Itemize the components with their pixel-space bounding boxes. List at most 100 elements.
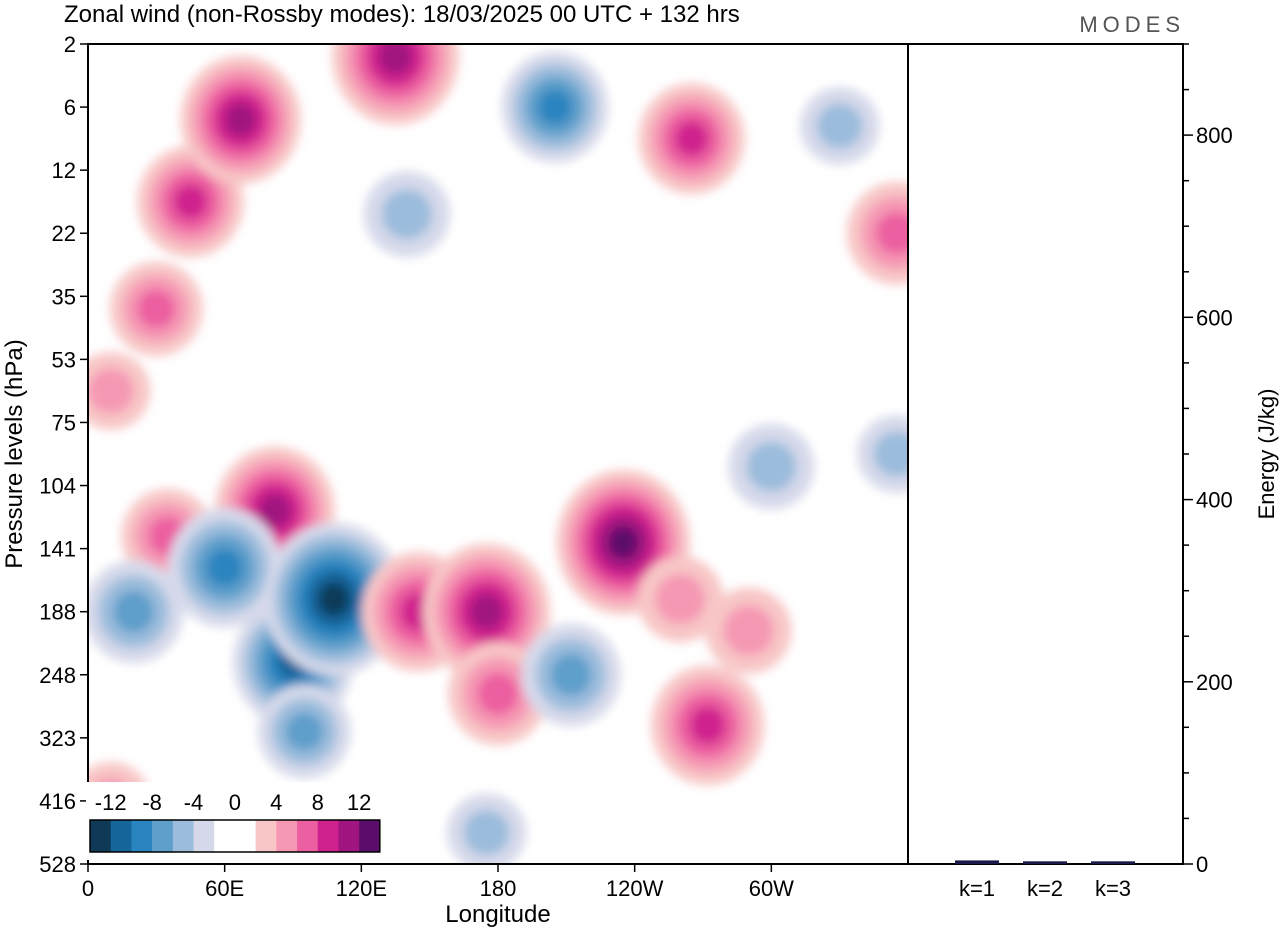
wind-contour-3-4: [379, 44, 412, 75]
energy-category-label: k=1: [959, 876, 995, 901]
x-tick-label: 120W: [606, 876, 664, 901]
heatmap-field: [88, 44, 908, 864]
wind-anomaly-13: [168, 507, 282, 628]
wind-contour-6-3: [674, 120, 709, 157]
colorbar-swatch: [276, 820, 298, 852]
energy-bars: [955, 860, 1135, 864]
colorbar-label: 12: [347, 790, 371, 815]
y-tick-label: 53: [52, 347, 76, 372]
y-tick-label: 6: [64, 95, 76, 120]
wind-contour-9-1: [88, 368, 134, 414]
energy-tick-label: 0: [1196, 852, 1208, 877]
wind-anomaly-17: [258, 684, 351, 779]
wind-anomaly-19: [423, 543, 550, 680]
wind-anomaly-23: [651, 665, 765, 785]
energy-bar-k=2: [1023, 861, 1067, 864]
wind-anomaly-1: [109, 261, 203, 357]
colorbar-label: 8: [312, 790, 324, 815]
energy-axis-label: Energy (J/kg): [1254, 389, 1279, 520]
wind-contour-23-3: [689, 706, 726, 745]
colorbar-label: 0: [229, 790, 241, 815]
chart-title: Zonal wind (non-Rossby modes): 18/03/202…: [64, 1, 740, 28]
energy-tick-label: 600: [1196, 305, 1233, 330]
energy-category-labels: k=1 k=2 k=3: [959, 876, 1131, 901]
wind-anomaly-4: [501, 51, 609, 163]
wind-anomaly-3: [332, 44, 459, 125]
wind-anomaly-6: [638, 83, 745, 195]
colorbar-swatch: [234, 820, 256, 852]
y-axis-ticks: 2 6 12 22 35 53 75 104 141 188 248 323 416 528: [39, 32, 88, 877]
x-tick-label: 0: [82, 876, 94, 901]
energy-bar-k=3: [1091, 861, 1135, 864]
y-tick-label: 528: [39, 852, 76, 877]
wind-contour-26-1: [655, 574, 706, 625]
colorbar-swatch: [110, 820, 132, 852]
wind-contour-25-1: [746, 441, 797, 492]
wind-contour-14-2: [113, 590, 155, 633]
energy-axis-ticks: 0 200 400 600 800: [1183, 43, 1233, 877]
wind-contour-24-1: [723, 605, 774, 656]
y-tick-label: 188: [39, 600, 76, 625]
colorbar-swatch: [172, 820, 194, 852]
wind-contour-17-2: [285, 712, 324, 751]
wind-contour-7-1: [816, 103, 863, 149]
energy-tick-label: 400: [1196, 488, 1233, 513]
wind-contour-4-3: [538, 89, 572, 125]
colorbar-swatch: [152, 820, 174, 852]
wind-anomaly-25: [728, 423, 815, 510]
y-tick-label: 416: [39, 789, 76, 814]
colorbar-label: 4: [270, 790, 282, 815]
wind-contour-2-4: [225, 103, 257, 137]
x-tick-label: 60E: [205, 876, 244, 901]
wind-anomaly-24: [705, 587, 792, 674]
x-tick-label: 120E: [336, 876, 387, 901]
wind-anomaly-10: [857, 415, 908, 493]
x-tick-label: 180: [480, 876, 517, 901]
y-tick-label: 35: [52, 284, 76, 309]
x-axis-ticks: 0 60E 120E 180 120W 60W: [82, 864, 794, 901]
wind-anomaly-14: [88, 560, 184, 664]
wind-contour-5-1: [381, 189, 432, 240]
wind-anomaly-9: [88, 352, 151, 430]
wind-contour-0-3: [173, 184, 208, 220]
wind-contour-1-2: [137, 289, 176, 329]
colorbar-label: -4: [184, 790, 204, 815]
colorbar-swatch: [297, 820, 318, 852]
wind-anomaly-5: [363, 171, 450, 258]
wind-contour-13-3: [206, 548, 243, 587]
colorbar-label: -8: [142, 790, 162, 815]
colorbar-swatch: [317, 820, 339, 852]
wind-anomaly-27: [447, 793, 527, 864]
y-axis-label: Pressure levels (hPa): [1, 339, 28, 568]
wind-anomaly-22: [521, 623, 621, 727]
wind-anomaly-2: [180, 55, 301, 184]
x-tick-label: 60W: [749, 876, 794, 901]
wind-anomaly-26: [637, 556, 724, 643]
energy-category-label: k=2: [1027, 876, 1063, 901]
wind-contour-16-5: [318, 582, 350, 616]
y-tick-label: 2: [64, 32, 76, 57]
energy-tick-label: 200: [1196, 670, 1233, 695]
colorbar-swatch: [214, 820, 236, 852]
y-tick-label: 12: [52, 158, 76, 183]
wind-anomaly-7: [800, 87, 880, 165]
y-tick-label: 141: [39, 537, 76, 562]
y-tick-label: 248: [39, 663, 76, 688]
colorbar: -12 -8 -4 0 4 8 12: [89, 790, 381, 853]
wind-anomaly-20: [448, 642, 548, 746]
x-axis-label: Longitude: [445, 901, 550, 928]
y-tick-label: 22: [52, 221, 76, 246]
wind-contour-11-4: [259, 494, 291, 528]
brand-logo: MODES: [1079, 12, 1185, 37]
colorbar-swatch: [255, 820, 277, 852]
y-tick-label: 323: [39, 726, 76, 751]
y-tick-label: 104: [39, 474, 76, 499]
colorbar-swatch: [90, 820, 111, 852]
colorbar-swatch: [338, 820, 360, 852]
energy-tick-label: 800: [1196, 123, 1233, 148]
colorbar-frame: [89, 819, 381, 853]
colorbar-swatch: [359, 820, 381, 852]
colorbar-swatch: [193, 820, 215, 852]
